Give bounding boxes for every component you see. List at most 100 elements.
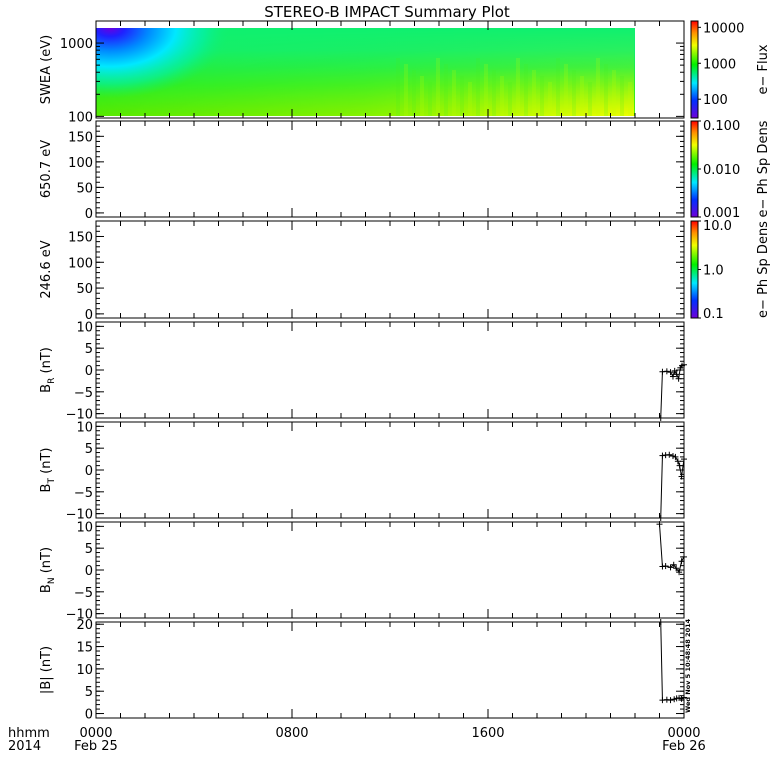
y-tick-label: 150 — [68, 130, 93, 145]
heatmap-stripe — [548, 82, 552, 116]
colorbar-tick-label: 0.010 — [703, 163, 740, 178]
colorbar-tick-label: 0.1 — [703, 307, 724, 322]
panel-frame — [95, 421, 685, 519]
y-axis-label-unit: (nT) — [39, 448, 54, 478]
y-tick-label: 10 — [76, 663, 93, 678]
x-tick-date-label: Feb 26 — [662, 739, 706, 754]
heatmap-stripe — [492, 70, 496, 116]
heatmap-stripe — [588, 82, 592, 116]
colorbar-tick-label: 100 — [703, 93, 728, 108]
colorbar-2: 10.0 1.0 0.1 e− Ph Sp Dens — [690, 219, 771, 322]
y-axis-label: BT (nT) — [39, 448, 57, 493]
panel-1: 0 50 100 150 650.7 eV — [39, 120, 685, 222]
y-axis-label-main: B — [39, 584, 54, 593]
y-axis-label: |B| (nT) — [39, 646, 54, 694]
y-axis-label: BR (nT) — [39, 347, 57, 393]
y-axis-label: 650.7 eV — [39, 140, 54, 198]
y-axis-label-main: B — [39, 484, 54, 493]
heatmap-stripe — [460, 76, 464, 116]
y-axis-label-main: 246.6 eV — [39, 240, 54, 298]
heatmap-stripe — [540, 76, 544, 116]
heatmap-stripe — [508, 82, 512, 116]
colorbar-label: e− Ph Sp Dens — [756, 221, 771, 318]
colorbar-label: e− Flux — [756, 44, 771, 94]
y-tick-label: 0 — [85, 364, 93, 379]
heatmap-peak-region — [96, 28, 635, 116]
y-axis-label-subscript: T — [47, 478, 57, 485]
heatmap-stripe — [420, 76, 424, 116]
y-tick-label: 5 — [85, 542, 93, 557]
heatmap-stripe — [596, 58, 600, 116]
heatmap-stripe — [612, 70, 616, 116]
y-tick-label: 20 — [76, 618, 93, 633]
panel-frame — [95, 521, 685, 619]
heatmap-stripe — [468, 82, 472, 116]
y-tick-label: 1000 — [60, 37, 93, 52]
colorbar-label: e− Ph Sp Dens — [756, 120, 771, 217]
panel-2: 0 50 100 150 246.6 eV — [39, 220, 685, 323]
x-tick-time-label: 0000 — [79, 726, 112, 741]
heatmap-stripe — [452, 70, 456, 116]
heatmap-stripe — [604, 64, 608, 116]
y-tick-label: −5 — [74, 486, 93, 501]
panel-frame — [95, 120, 685, 218]
heatmap-stripe — [564, 64, 568, 116]
heatmap-stripe — [404, 64, 408, 116]
y-tick-label: −5 — [74, 386, 93, 401]
y-tick-label: 10 — [76, 420, 93, 435]
colorbar-tick-label: 1000 — [703, 57, 736, 72]
heatmap-stripe — [484, 64, 488, 116]
panel-0: 100 1000 SWEA (eV) — [39, 20, 685, 125]
heatmap-stripe — [532, 70, 536, 116]
colorbar-tick-label: 0.100 — [703, 119, 740, 134]
panel-frame — [95, 220, 685, 319]
plot-title: STEREO-B IMPACT Summary Plot — [264, 3, 510, 21]
x-tick-time-label: 0800 — [275, 726, 308, 741]
colorbar-tick-label: 10000 — [703, 21, 744, 36]
y-tick-label: 50 — [76, 181, 93, 196]
panel-5: −10 −5 0 5 10 BN (nT) — [39, 520, 687, 623]
heatmap-stripe — [428, 82, 432, 116]
y-axis-label: 246.6 eV — [39, 240, 54, 298]
y-axis-label-main: B — [39, 384, 54, 393]
y-tick-label: 100 — [68, 256, 93, 271]
y-tick-label: 0 — [85, 464, 93, 479]
y-axis-label-unit: (nT) — [39, 547, 54, 577]
heatmap-stripe — [628, 82, 632, 116]
panel-frame — [95, 621, 685, 719]
colorbar-1: 0.100 0.010 0.001 e− Ph Sp Dens — [690, 119, 771, 221]
panel-4: −10 −5 0 5 10 BT (nT) — [39, 420, 687, 523]
y-axis-label-main: 650.7 eV — [39, 140, 54, 198]
y-axis-label: SWEA (eV) — [39, 35, 54, 104]
y-axis-label-subscript: N — [47, 577, 57, 584]
panel-6: 0 5 10 15 20 |B| (nT) — [39, 618, 687, 723]
y-tick-label: 150 — [68, 230, 93, 245]
generation-timestamp: Wed Nov 5 10:48:48 2014 — [684, 618, 692, 713]
x-axis-row2-label: 2014 — [8, 739, 41, 754]
y-tick-label: 5 — [85, 342, 93, 357]
y-tick-label: 50 — [76, 282, 93, 297]
heatmap-stripe — [516, 58, 520, 116]
y-tick-label: 100 — [68, 110, 93, 125]
y-axis-label-main: SWEA (eV) — [39, 35, 54, 104]
y-axis-label: BN (nT) — [39, 547, 57, 593]
y-axis-label-unit: (nT) — [39, 347, 54, 377]
series-line — [660, 454, 685, 519]
heatmap-stripe — [524, 64, 528, 116]
colorbar-tick-label: 0.001 — [703, 206, 740, 221]
y-tick-label: 15 — [76, 641, 93, 656]
heatmap-stripe — [396, 58, 400, 116]
x-tick-date-label: Feb 25 — [74, 739, 118, 754]
heatmap-stripe — [580, 76, 584, 116]
colorbar-gradient — [690, 20, 699, 119]
y-tick-label: 100 — [68, 156, 93, 171]
colorbar-gradient — [690, 120, 699, 218]
colorbar-tick-label: 10.0 — [703, 219, 732, 234]
colorbars: 10000 1000 100 e− Flux 0.100 0.010 0.001 e− Ph … — [690, 20, 771, 322]
heatmap-stripe — [476, 58, 480, 116]
y-tick-label: −5 — [74, 586, 93, 601]
y-axis-label-main: |B| (nT) — [39, 646, 54, 694]
x-tick-time-label: 1600 — [471, 726, 504, 741]
